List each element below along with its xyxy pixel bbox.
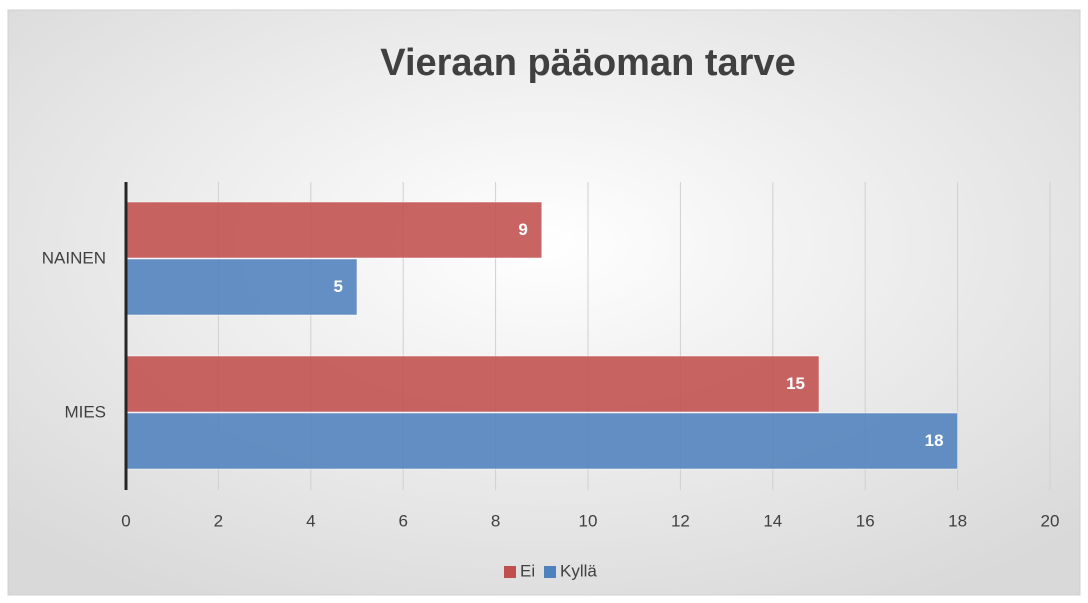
bar: [125, 412, 958, 470]
x-tick-label: 8: [491, 511, 500, 530]
legend-label: Kyllä: [560, 561, 597, 580]
x-tick-label: 18: [948, 511, 967, 530]
data-label: 5: [334, 277, 343, 296]
bar: [125, 258, 358, 316]
x-tick-label: 14: [763, 511, 782, 530]
y-tick-label: MIES: [64, 402, 106, 421]
x-tick-label: 16: [856, 511, 875, 530]
x-tick-label: 2: [214, 511, 223, 530]
x-tick-label: 4: [306, 511, 315, 530]
legend-swatch: [504, 566, 516, 578]
x-tick-label: 12: [671, 511, 690, 530]
bar: [125, 201, 543, 259]
bar: [125, 355, 820, 413]
data-label: 15: [786, 374, 805, 393]
chart-title: Vieraan pääoman tarve: [380, 42, 795, 84]
x-tick-label: 10: [579, 511, 598, 530]
x-tick-label: 0: [121, 511, 130, 530]
y-tick-label: NAINEN: [42, 248, 106, 267]
legend-swatch: [544, 566, 556, 578]
x-tick-label: 20: [1041, 511, 1060, 530]
legend-label: Ei: [520, 561, 535, 580]
data-label: 9: [518, 220, 527, 239]
x-tick-label: 6: [398, 511, 407, 530]
data-label: 18: [925, 431, 944, 450]
